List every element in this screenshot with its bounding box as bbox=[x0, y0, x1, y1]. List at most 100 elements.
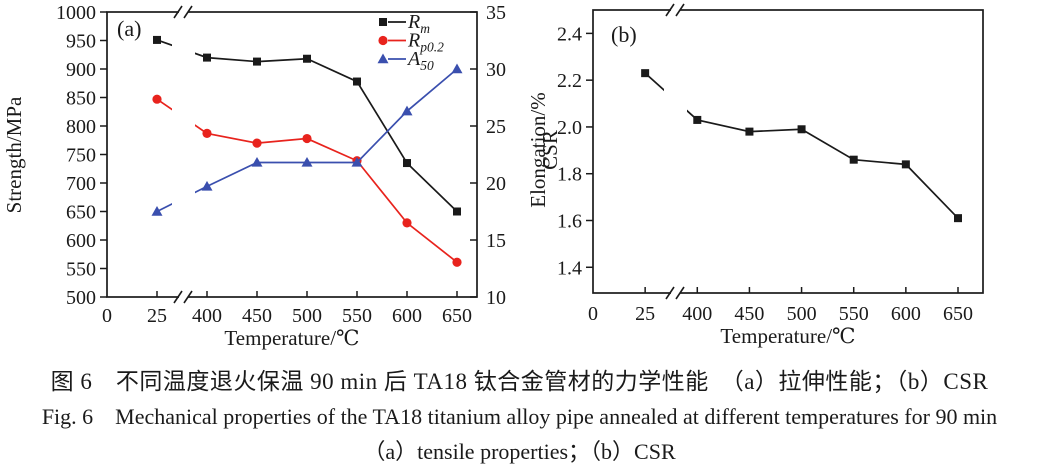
y-tick-label-left: 2.4 bbox=[557, 23, 582, 45]
x-tick-label: 0 bbox=[588, 303, 598, 325]
axis-break-line-gap bbox=[671, 291, 680, 295]
series-Rm-point bbox=[303, 54, 311, 63]
series-CSR-point bbox=[954, 214, 962, 223]
series-CSR-point bbox=[745, 127, 754, 136]
y-tick-label-right: 15 bbox=[486, 230, 506, 252]
x-tick-label: 600 bbox=[891, 303, 921, 325]
x-tick-label: 550 bbox=[839, 303, 869, 325]
y-tick-label-left: 950 bbox=[66, 31, 96, 53]
x-tick-label: 400 bbox=[682, 303, 712, 325]
series-Rm-point bbox=[453, 207, 461, 216]
series-A50-point bbox=[401, 105, 413, 116]
y-tick-label-left: 550 bbox=[66, 259, 96, 281]
series-CSR-point bbox=[641, 69, 650, 78]
y-tick-label-left: 700 bbox=[66, 173, 96, 195]
x-tick-label: 450 bbox=[242, 305, 272, 327]
y-axis-title-right: Elongation/% bbox=[526, 92, 550, 207]
x-tick-label: 25 bbox=[147, 305, 167, 327]
y-tick-label-left: 2.2 bbox=[557, 70, 582, 92]
series-A50-point bbox=[201, 180, 213, 191]
legend-marker-Rm bbox=[379, 18, 387, 26]
plot-border bbox=[592, 9, 984, 294]
series-Rp0.2-point bbox=[402, 218, 412, 228]
series-CSR-line bbox=[644, 72, 959, 219]
x-tick-label: 25 bbox=[635, 303, 655, 325]
plot-border bbox=[106, 11, 478, 298]
series-CSR-point bbox=[693, 115, 702, 124]
series-CSR-point bbox=[901, 160, 910, 169]
x-tick-label: 0 bbox=[102, 305, 112, 327]
series-Rm-point bbox=[353, 77, 361, 86]
series-Rm-point bbox=[153, 35, 161, 44]
axis-break-slash bbox=[665, 3, 675, 17]
y-axis-title-left: CSR bbox=[538, 130, 562, 170]
x-tick-label: 600 bbox=[392, 305, 422, 327]
panel-label: (a) bbox=[117, 16, 141, 41]
axis-break-slash bbox=[675, 286, 685, 300]
x-tick-label: 650 bbox=[943, 303, 973, 325]
series-Rp0.2-point bbox=[452, 257, 462, 267]
legend-marker-A50 bbox=[377, 53, 389, 64]
y-tick-label-left: 600 bbox=[66, 230, 96, 252]
y-tick-label-right: 30 bbox=[486, 59, 506, 81]
y-tick-label-left: 1000 bbox=[56, 2, 96, 24]
y-tick-label-left: 850 bbox=[66, 88, 96, 110]
series-A50-point bbox=[351, 156, 363, 167]
series-A50-point bbox=[301, 156, 313, 167]
y-tick-label-right: 10 bbox=[486, 287, 506, 309]
series-A50-point bbox=[151, 206, 163, 216]
legend-label-Rm: Rm bbox=[407, 11, 430, 36]
series-A50-point bbox=[451, 63, 463, 74]
series-Rp0.2-point bbox=[302, 133, 312, 144]
x-tick-label: 400 bbox=[192, 305, 222, 327]
axis-break-slash bbox=[665, 286, 675, 300]
series-Rp0.2-point bbox=[152, 94, 162, 104]
legend-marker-Rp0.2 bbox=[378, 35, 388, 46]
axis-break-slash bbox=[173, 5, 183, 19]
caption-english-subtitle: （a）tensile properties；（b）CSR bbox=[363, 439, 676, 464]
y-tick-label-right: 25 bbox=[486, 116, 506, 138]
y-tick-label-right: 20 bbox=[486, 173, 506, 195]
x-tick-label: 500 bbox=[787, 303, 817, 325]
series-Rp0.2-line bbox=[156, 98, 458, 263]
x-axis-title: Temperature/℃ bbox=[720, 324, 855, 348]
y-tick-label-left: 650 bbox=[66, 202, 96, 224]
legend-label-Rp0.2: Rp0.2 bbox=[407, 30, 444, 55]
panel-label: (b) bbox=[611, 22, 637, 47]
axis-break-line-gap bbox=[671, 8, 680, 12]
legend-label-A50: A50 bbox=[406, 48, 434, 73]
x-tick-label: 500 bbox=[292, 305, 322, 327]
y-tick-label-left: 1.4 bbox=[557, 257, 582, 279]
series-Rm-point bbox=[203, 53, 211, 62]
y-tick-label-left: 2.0 bbox=[557, 117, 582, 139]
x-tick-label: 550 bbox=[342, 305, 372, 327]
series-Rm-point bbox=[253, 57, 261, 66]
x-axis-title: Temperature/℃ bbox=[224, 326, 359, 350]
y-tick-label-left: 500 bbox=[66, 287, 96, 309]
y-tick-label-left: 900 bbox=[66, 59, 96, 81]
caption-english: Fig. 6 Mechanical properties of the TA18… bbox=[41, 404, 998, 429]
caption-chinese: 图 6 不同温度退火保温 90 min 后 TA18 钛合金管材的力学性能 （a… bbox=[50, 369, 989, 394]
y-tick-label-left: 800 bbox=[66, 116, 96, 138]
axis-break-gap bbox=[664, 13, 687, 290]
series-A50-point bbox=[251, 156, 263, 167]
axis-break-line-gap bbox=[179, 10, 188, 14]
x-tick-label: 450 bbox=[734, 303, 764, 325]
axis-break-slash bbox=[183, 290, 193, 304]
series-Rp0.2-point bbox=[252, 138, 262, 148]
axis-break-slash bbox=[173, 290, 183, 304]
y-tick-label-left: 1.6 bbox=[557, 210, 582, 232]
y-axis-title-left: Strength/MPa bbox=[2, 96, 26, 213]
y-tick-label-right: 35 bbox=[486, 2, 506, 24]
axis-break-slash bbox=[675, 3, 685, 17]
axis-break-gap bbox=[172, 15, 195, 294]
series-Rp0.2-point bbox=[202, 128, 212, 139]
series-CSR-point bbox=[797, 125, 806, 134]
y-tick-label-left: 1.8 bbox=[557, 164, 582, 186]
x-tick-label: 650 bbox=[442, 305, 472, 327]
series-CSR-point bbox=[849, 155, 858, 164]
y-tick-label-left: 750 bbox=[66, 145, 96, 167]
axis-break-slash bbox=[183, 5, 193, 19]
mechanical-properties-charts: 0 25 400 450 500 550 600 650 500 550 600 650 700 750 8… bbox=[2, 2, 984, 350]
